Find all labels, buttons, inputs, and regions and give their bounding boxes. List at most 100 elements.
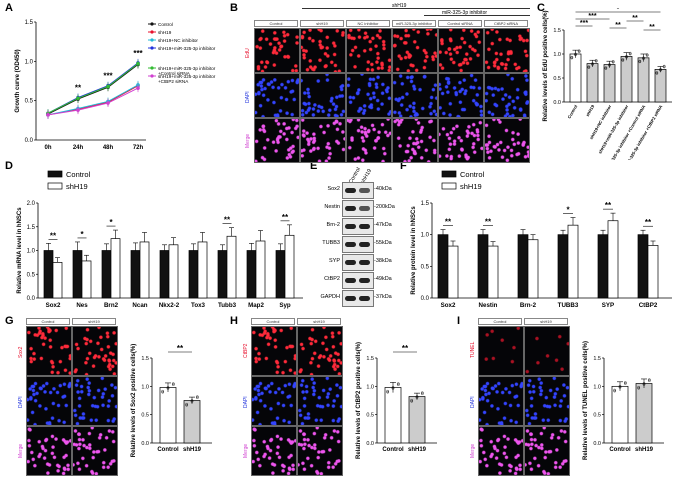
bar [569,53,582,103]
significance-mark: *** [588,13,596,20]
bar [597,234,609,299]
x-tick-label: shH19 [408,447,427,453]
significance-mark: ** [605,201,612,210]
blot-band [345,278,356,283]
y-axis-label: Relative levels of Sox2 positive cells(%… [131,344,137,457]
column-header: NC inhibitor [346,20,390,27]
dot-point [642,383,646,386]
microscopy-tile [300,118,346,163]
row-label: Merge [18,443,24,458]
blot-protein-label: SYP [328,258,340,264]
blot-protein-label: Brn-2 [326,222,340,228]
dot-point [570,56,574,60]
x-tick-label: shH19 [635,447,654,453]
bar [52,262,63,299]
y-tick-label: 2.0 [27,201,36,207]
significance-mark: *** [133,49,143,58]
panel-letter-g: G [5,315,14,327]
legend-label: shH19+NC inhibitor [158,38,198,43]
blot-kda-label: -55kDa [374,240,392,246]
dot-point [621,58,625,61]
dot-point [386,389,389,393]
x-tick-label: Control [157,447,179,453]
y-tick-label: 0.0 [27,296,36,302]
dot-point [645,53,649,56]
y-tick-label: 1.5 [366,356,374,362]
dot-point [185,402,188,406]
x-tick-label: TUBB3 [558,302,579,309]
bar [275,250,286,299]
legend-label: shH19+miR-325-3p inhibitor [158,74,216,79]
microscopy-tile [254,118,300,163]
bar [647,245,659,299]
microscopy-tile [26,326,72,376]
dot-point [625,55,628,58]
row-label: Merge [245,133,251,148]
bar [557,234,569,299]
dot-point [637,386,640,390]
y-axis-label: Relative mRNA level in hNSCs [17,207,23,294]
dot-point [391,387,395,390]
significance-mark: ** [485,218,492,227]
blot-band [345,260,356,265]
bar [130,250,141,299]
y-axis-label: Relative levels of TUNEL positive cells(… [583,341,589,460]
significance-mark: ** [75,84,82,93]
x-tick-label: Sox2 [46,302,61,309]
microscopy-tile [484,73,530,118]
dot-point [613,388,616,392]
dot-point [608,64,611,67]
bar [408,396,426,444]
dot-point [574,52,577,56]
blot-band [359,278,370,283]
x-tick-label: Nestin [479,302,498,309]
y-tick-label: 1.5 [553,28,561,34]
y-tick-label: 0.5 [553,76,561,82]
dot-point [659,68,662,72]
column-header: Control siRNA [438,20,482,27]
microscopy-tile [297,326,343,376]
bar [43,250,54,299]
significance-mark: *** [580,20,588,27]
bar [527,239,539,299]
dot-point [185,403,188,407]
bar [635,383,653,444]
significance-mark: ** [177,344,184,353]
legend-label: shH19+miR-325-3p inhibitor [158,46,216,51]
dot-point [662,64,666,68]
microscopy-tile [524,376,570,426]
blot-kda-label: -40kDa [374,186,392,192]
bar [567,224,579,299]
panel-letter-c: C [537,2,545,14]
y-tick-label: 0.0 [593,441,601,447]
dot-point [190,399,194,402]
legend-label: Control [66,170,91,179]
significance-mark: ** [445,218,452,227]
column-header: shH19 [297,318,341,325]
chart-f-protein-bars: 0.0 0.5 1.0 1.5 Relative protein level in hN… [411,170,672,309]
dot-point [611,60,615,64]
significance-mark: * [566,206,570,215]
dot-point [613,389,616,393]
column-header: shH19 [524,318,568,325]
row-label: Merge [243,443,249,458]
series-line [47,64,139,115]
data-point [76,108,80,112]
microscopy-tile [254,28,300,73]
microscopy-tile [300,73,346,118]
legend-marker [150,46,154,50]
dot-point [628,52,632,56]
data-point [76,96,80,101]
x-tick-label: shH19 [585,103,596,117]
dot-point [604,67,608,70]
microscopy-tile [438,28,484,73]
blot-kda-label: -37kDa [374,294,392,300]
significance-mark: ** [649,24,655,31]
x-tick-label: Nes [76,302,88,309]
significance-mark: ** [224,216,231,225]
legend-label: Control [158,22,173,27]
y-tick-label: 1.0 [141,384,149,390]
dot-point [166,386,170,389]
x-tick-label: 48h [103,145,114,151]
column-header: shH19 [300,20,344,27]
